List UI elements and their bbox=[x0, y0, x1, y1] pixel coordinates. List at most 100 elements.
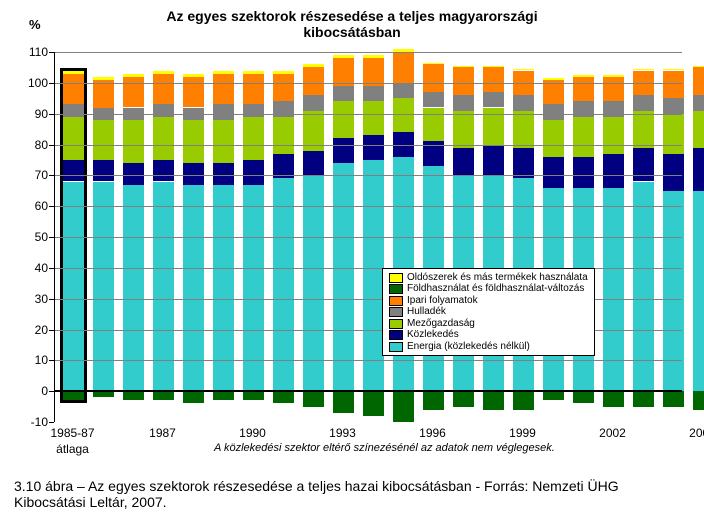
bar-segment-hulladek bbox=[693, 95, 704, 110]
title-line-2: kibocsátásban bbox=[0, 24, 704, 40]
bar-segment-ipari bbox=[693, 67, 704, 95]
bar-segment-kozlekedes bbox=[453, 148, 474, 176]
bar-segment-kozlekedes bbox=[693, 148, 704, 191]
bar-segment-ipari bbox=[423, 64, 444, 92]
bar-segment-ipari bbox=[273, 74, 294, 102]
bar-segment-kozlekedes bbox=[663, 154, 684, 191]
reference-bar-outline bbox=[60, 68, 87, 404]
bar-segment-oldoszerek bbox=[573, 75, 594, 77]
y-tick: 60 bbox=[0, 199, 48, 213]
bar-segment-oldoszerek bbox=[483, 66, 504, 68]
bar-segment-hulladek bbox=[513, 95, 534, 110]
bar-segment-ipari bbox=[303, 67, 324, 95]
legend-item-kozlekedes: Közlekedés bbox=[389, 329, 588, 341]
title-line-1: Az egyes szektorok részesedése a teljes … bbox=[0, 8, 704, 24]
bar-segment-oldoszerek bbox=[183, 74, 204, 77]
x-tick: 1999 bbox=[509, 426, 536, 440]
bar-segment-oldoszerek bbox=[543, 78, 564, 80]
x-tick: 1987 bbox=[149, 426, 176, 440]
bar-segment-foldhasznalat bbox=[153, 391, 174, 400]
bar-segment-mezogazdasag bbox=[693, 111, 704, 148]
bar-segment-oldoszerek bbox=[153, 71, 174, 74]
bar-segment-energia bbox=[333, 163, 354, 391]
zero-baseline bbox=[55, 390, 682, 392]
bar-segment-oldoszerek bbox=[693, 66, 704, 68]
plot-area bbox=[54, 52, 682, 422]
bar-segment-oldoszerek bbox=[93, 77, 114, 80]
bar-segment-ipari bbox=[153, 74, 174, 105]
bar-segment-hulladek bbox=[333, 86, 354, 101]
bar-segment-kozlekedes bbox=[243, 160, 264, 185]
bar-segment-mezogazdasag bbox=[543, 120, 564, 157]
bar-segment-energia bbox=[363, 160, 384, 391]
x-tick: 1990 bbox=[239, 426, 266, 440]
gridline bbox=[55, 360, 682, 361]
legend-item-mezogazdasag: Mezőgazdaság bbox=[389, 318, 588, 330]
bar-segment-mezogazdasag bbox=[663, 114, 684, 154]
bar-segment-kozlekedes bbox=[633, 148, 654, 182]
bar-segment-mezogazdasag bbox=[153, 117, 174, 160]
legend-item-oldoszerek: Oldószerek és más termékek használata bbox=[389, 272, 588, 284]
legend-label: Oldószerek és más termékek használata bbox=[407, 272, 588, 284]
gridline bbox=[55, 237, 682, 238]
chart-container: Az egyes szektorok részesedése a teljes … bbox=[0, 0, 704, 525]
bar-segment-oldoszerek bbox=[453, 66, 474, 68]
bar-segment-mezogazdasag bbox=[423, 108, 444, 142]
bar-segment-hulladek bbox=[663, 98, 684, 113]
legend-swatch bbox=[389, 330, 403, 340]
bar-segment-mezogazdasag bbox=[123, 120, 144, 163]
legend-item-hulladek: Hulladék bbox=[389, 306, 588, 318]
bar-segment-ipari bbox=[333, 58, 354, 86]
bar-segment-mezogazdasag bbox=[93, 120, 114, 160]
bar-segment-oldoszerek bbox=[303, 64, 324, 67]
bar-segment-hulladek bbox=[633, 95, 654, 110]
bar-segment-oldoszerek bbox=[333, 55, 354, 58]
bar-segment-oldoszerek bbox=[633, 69, 654, 71]
bar-segment-mezogazdasag bbox=[603, 117, 624, 154]
y-tick: -10 bbox=[0, 415, 48, 429]
y-tick: 0 bbox=[0, 384, 48, 398]
bar-segment-foldhasznalat bbox=[603, 391, 624, 406]
bar-segment-kozlekedes bbox=[213, 163, 234, 185]
bar-segment-kozlekedes bbox=[543, 157, 564, 188]
y-tick: 70 bbox=[0, 168, 48, 182]
bar-segment-mezogazdasag bbox=[213, 120, 234, 163]
gridline bbox=[55, 52, 682, 53]
bar-segment-kozlekedes bbox=[93, 160, 114, 182]
y-tick: 110 bbox=[0, 45, 48, 59]
legend-swatch bbox=[389, 273, 403, 283]
x-tick: 2002 bbox=[599, 426, 626, 440]
y-tick: 90 bbox=[0, 107, 48, 121]
x-tick: 1996 bbox=[419, 426, 446, 440]
bar-segment-kozlekedes bbox=[513, 148, 534, 179]
y-tick: 40 bbox=[0, 261, 48, 275]
bar-segment-oldoszerek bbox=[423, 63, 444, 65]
bar-segment-oldoszerek bbox=[663, 69, 684, 71]
bar-segment-hulladek bbox=[303, 95, 324, 110]
bar-segment-ipari bbox=[183, 77, 204, 108]
bar-segment-oldoszerek bbox=[513, 69, 534, 71]
bar-segment-mezogazdasag bbox=[633, 111, 654, 148]
legend-label: Ipari folyamatok bbox=[407, 295, 478, 307]
bar-segment-foldhasznalat bbox=[423, 391, 444, 410]
bar-segment-kozlekedes bbox=[153, 160, 174, 182]
bar-segment-ipari bbox=[573, 77, 594, 102]
x-tick-sub: átlaga bbox=[56, 442, 89, 456]
bar-segment-oldoszerek bbox=[603, 75, 624, 77]
bar-segment-mezogazdasag bbox=[333, 101, 354, 138]
bar-segment-foldhasznalat bbox=[273, 391, 294, 403]
x-tick: 2005 bbox=[689, 426, 704, 440]
bar-segment-ipari bbox=[213, 74, 234, 105]
figure-caption: 3.10 ábra – Az egyes szektorok részesedé… bbox=[14, 478, 690, 510]
bar-segment-kozlekedes bbox=[603, 154, 624, 188]
bar-segment-energia bbox=[303, 175, 324, 391]
bar-segment-foldhasznalat bbox=[183, 391, 204, 403]
legend-swatch bbox=[389, 296, 403, 306]
bar-segment-hulladek bbox=[453, 95, 474, 110]
bar-segment-foldhasznalat bbox=[303, 391, 324, 406]
legend-label: Közlekedés bbox=[407, 329, 459, 341]
legend-label: Hulladék bbox=[407, 306, 446, 318]
legend-swatch bbox=[389, 319, 403, 329]
bar-segment-oldoszerek bbox=[213, 71, 234, 74]
bar-segment-energia bbox=[693, 191, 704, 391]
